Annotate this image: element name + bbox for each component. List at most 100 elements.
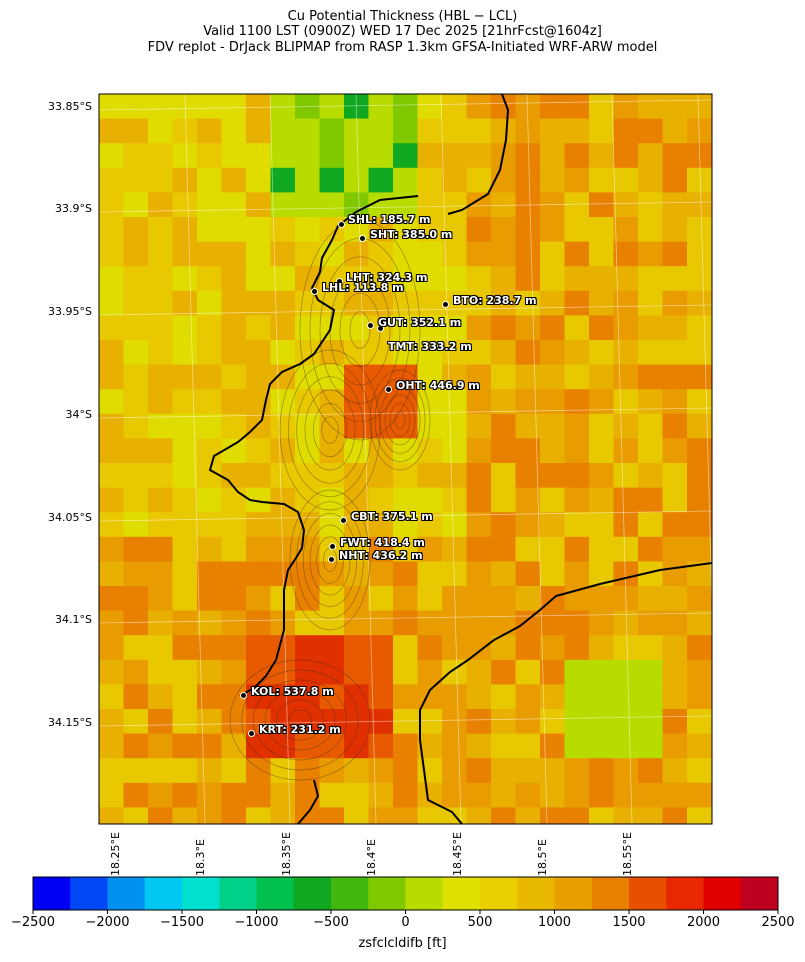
field-cell — [515, 561, 541, 587]
station-label: FWT: 418.4 m — [340, 536, 425, 549]
field-cell — [417, 413, 443, 439]
field-cell — [295, 167, 320, 193]
field-cell — [172, 413, 198, 439]
field-cell — [589, 315, 614, 341]
colorbar-segment — [442, 877, 481, 910]
field-cell — [613, 217, 639, 243]
field-cell — [221, 536, 247, 562]
field-cell — [99, 241, 124, 267]
field-cell — [589, 266, 614, 292]
field-cell — [393, 659, 418, 685]
field-cell — [221, 217, 247, 243]
field-cell — [442, 167, 467, 193]
field-cell — [638, 192, 663, 218]
field-cell — [221, 389, 247, 415]
field-cell — [393, 167, 418, 193]
field-cell — [417, 192, 443, 218]
field-cell — [295, 684, 320, 710]
field-cell — [246, 684, 271, 710]
field-cell — [687, 315, 712, 341]
field-cell — [687, 635, 712, 661]
graticule — [98, 93, 719, 825]
field-cell — [221, 315, 247, 341]
field-cell — [368, 463, 394, 489]
field-cell — [540, 266, 565, 292]
field-cell — [270, 463, 296, 489]
field-cell — [319, 413, 345, 439]
field-cell — [393, 733, 418, 759]
field-cell — [197, 340, 222, 366]
field-cell — [393, 807, 418, 824]
field-cell — [368, 364, 394, 390]
field-cell — [442, 536, 467, 562]
colorbar-tick-label: 2500 — [761, 915, 795, 930]
field-cell — [589, 684, 614, 710]
field-cell — [613, 758, 639, 784]
field-cell — [270, 167, 296, 193]
field-cell — [368, 413, 394, 439]
field-cell — [540, 241, 565, 267]
field-cell — [442, 315, 467, 341]
field-cell — [344, 561, 369, 587]
field-cell — [295, 143, 320, 169]
field-cell — [344, 463, 369, 489]
field-cell — [687, 758, 712, 784]
colorbar-tick-label: 0 — [401, 915, 410, 930]
field-cell — [466, 586, 492, 612]
field-cell — [466, 635, 492, 661]
colorbar-tick-label: −1000 — [234, 915, 279, 930]
contour-line — [319, 256, 401, 404]
lon-label: 18.4°E — [365, 839, 378, 876]
field-cell — [221, 512, 247, 538]
field-cell — [491, 807, 516, 824]
field-cell — [613, 733, 639, 759]
colorbar-segment — [107, 877, 146, 910]
field-cell — [344, 241, 369, 267]
field-cell — [417, 807, 443, 824]
lon-label: 18.5°E — [536, 839, 549, 876]
field-cell — [687, 684, 712, 710]
field-cell — [319, 340, 345, 366]
field-cell — [221, 635, 247, 661]
title-line-2: Valid 1100 LST (0900Z) WED 17 Dec 2025 [… — [203, 24, 602, 39]
field-cell — [393, 782, 418, 808]
field-cell — [393, 561, 418, 587]
field-cell — [662, 167, 688, 193]
field-cell — [197, 733, 222, 759]
field-cell — [148, 241, 173, 267]
field-cell — [172, 635, 198, 661]
field-cell — [662, 512, 688, 538]
field-cell — [613, 118, 639, 144]
field-cell — [564, 167, 590, 193]
field-cell — [638, 610, 663, 636]
field-cell — [589, 217, 614, 243]
field-cell — [270, 733, 296, 759]
parallel-line — [98, 201, 713, 213]
field-cell — [197, 561, 222, 587]
field-cell — [295, 463, 320, 489]
field-cell — [319, 807, 345, 824]
field-cell — [246, 536, 271, 562]
field-cell — [662, 684, 688, 710]
field-cell — [589, 463, 614, 489]
field-cell — [662, 340, 688, 366]
field-cell — [564, 807, 590, 824]
contour-line — [349, 311, 371, 349]
field-cell — [515, 684, 541, 710]
field-cell — [613, 536, 639, 562]
field-cell — [197, 290, 222, 316]
field-cell — [197, 709, 222, 735]
field-cell — [319, 143, 345, 169]
field-cell — [393, 684, 418, 710]
field-cell — [442, 635, 467, 661]
field-cell — [344, 659, 369, 685]
field-cell — [393, 438, 418, 464]
field-cell — [540, 610, 565, 636]
field-cell — [172, 758, 198, 784]
field-cell — [319, 610, 345, 636]
field-cell — [99, 192, 124, 218]
field-cell — [148, 192, 173, 218]
field-cell — [197, 143, 222, 169]
field-cell — [662, 463, 688, 489]
field-cell — [466, 463, 492, 489]
